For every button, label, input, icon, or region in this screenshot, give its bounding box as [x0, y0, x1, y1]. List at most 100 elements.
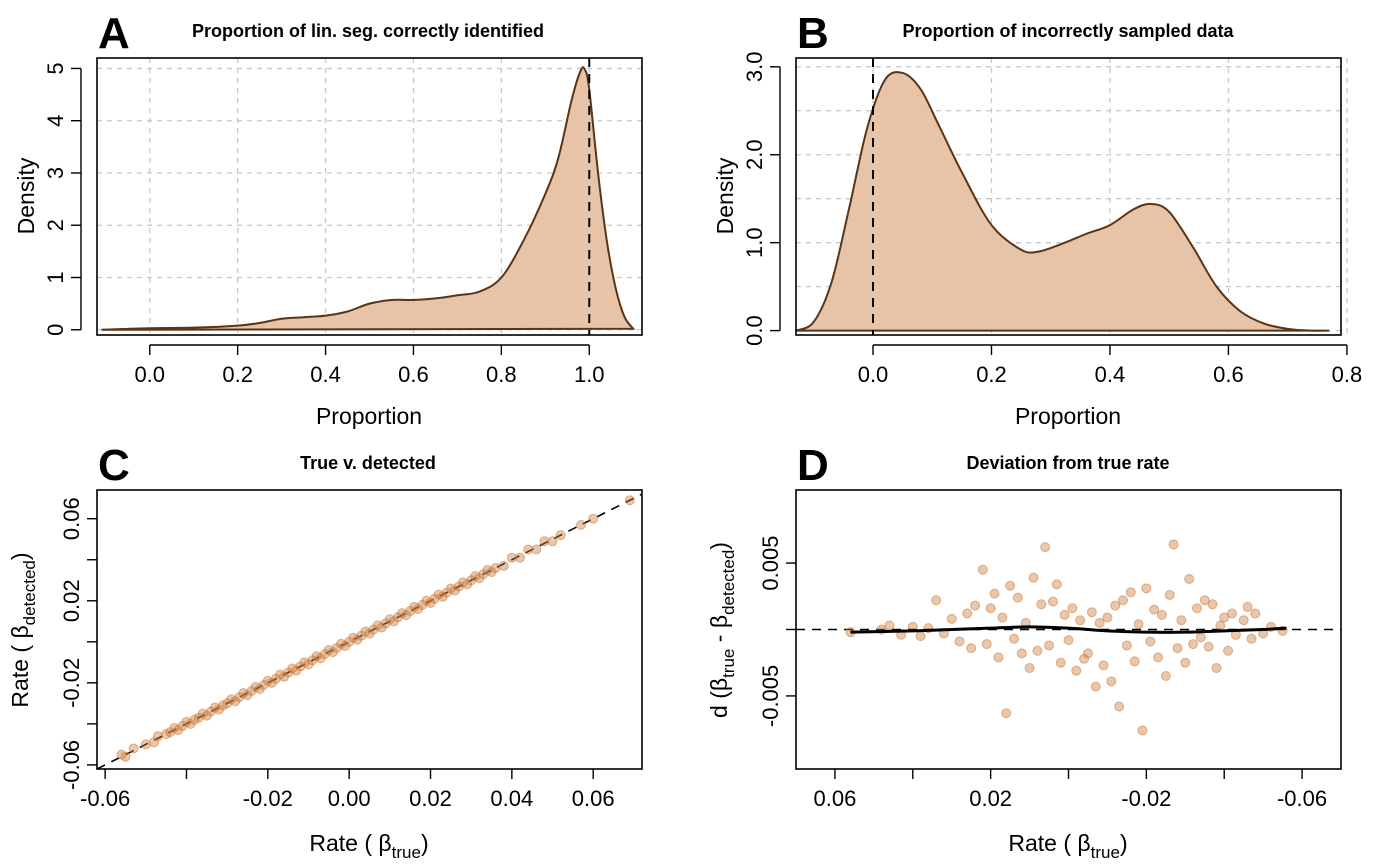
scatter-point-d: [1149, 604, 1160, 615]
scatter-point-d: [1195, 632, 1206, 643]
scatter-point-c: [514, 552, 525, 563]
x-axis-label-d-sub: true: [1091, 843, 1120, 862]
scatter-point-d: [1176, 615, 1187, 626]
scatter-point-c: [153, 731, 164, 742]
y-tick-label-b: 2.0: [742, 139, 767, 170]
x-tick-label-b: 0.8: [1332, 362, 1363, 387]
y-tick-label-b: 0.0: [742, 315, 767, 346]
x-tick-label-c: -0.02: [243, 786, 293, 811]
panel-letter-b: B: [797, 9, 829, 58]
density-curve-b: [795, 71, 1330, 332]
x-tick-label-d: -0.02: [1121, 786, 1171, 811]
scatter-point-d: [884, 620, 895, 631]
x-tick-label-b: 0.6: [1213, 362, 1244, 387]
panel-title-a: Proportion of lin. seg. correctly identi…: [192, 21, 544, 41]
scatter-point-d: [1110, 600, 1121, 611]
scatter-point-d: [989, 588, 1000, 599]
y-axis-label-c-main: Rate (: [7, 639, 33, 708]
scatter-point-d: [1016, 648, 1027, 659]
scatter-point-d: [1106, 676, 1117, 687]
scatter-point-d: [1051, 579, 1062, 590]
scatter-point-c: [624, 495, 635, 506]
y-axis-label-d-sub1: true: [719, 649, 738, 678]
scatter-point-d: [1044, 640, 1055, 651]
density-curve-a: [101, 66, 636, 331]
scatter-point-d: [1160, 671, 1171, 681]
scatter-point-d: [970, 600, 981, 611]
y-tick-label-c: 0.06: [59, 497, 84, 540]
scatter-point-d: [1079, 653, 1090, 664]
smooth-line-d: [850, 625, 1287, 634]
y-tick-label-d: 0.005: [758, 536, 783, 591]
scatter-point-d: [1086, 607, 1097, 618]
scatter-point-c: [490, 562, 501, 573]
scatter-point-d: [946, 613, 957, 624]
x-tick-label-c: 0.06: [572, 786, 615, 811]
scatter-point-d: [1067, 603, 1078, 614]
x-tick-label-a: 0.2: [222, 362, 253, 387]
scatter-point-d: [1141, 583, 1152, 594]
scatter-point-d: [1246, 633, 1257, 644]
x-tick-label-a: 0.4: [310, 362, 341, 387]
y-axis-label-b: Density: [712, 157, 738, 234]
scatter-point-d: [1191, 603, 1202, 614]
y-tick-label-a: 0: [43, 324, 68, 336]
scatter-point-d: [997, 612, 1008, 623]
x-tick-label-d: 0.02: [969, 786, 1012, 811]
y-axis-label-d-close: ): [706, 542, 732, 550]
y-tick-label-c: -0.02: [59, 658, 84, 708]
scatter-point-d: [1114, 701, 1125, 712]
y-axis-label-d-sub2: detected: [719, 550, 738, 615]
panel-title-c: True v. detected: [300, 453, 436, 473]
y-axis-label-d-greek1: β: [706, 678, 732, 691]
x-axis-label-c-main: Rate (: [309, 830, 378, 856]
plot-frame-b: [795, 57, 1342, 336]
scatter-point-d: [1153, 652, 1164, 663]
x-tick-label-c: -0.06: [80, 786, 130, 811]
scatter-point-d: [1047, 596, 1058, 607]
scatter-point-d: [1203, 641, 1214, 652]
axes-c: -0.06 -0.02 0.00 0.02 0.04 0.06 -0.06 -0.02 0.02…: [59, 497, 615, 811]
scatter-point-d: [1133, 619, 1144, 630]
panel-b: B Proportion of incorrectly sampled data…: [712, 9, 1362, 429]
scatter-point-d: [1032, 645, 1043, 656]
y-axis-label-c: Rate ( βdetected): [7, 552, 39, 707]
scatter-point-d: [981, 639, 992, 650]
x-tick-label-b: 0.4: [1095, 362, 1126, 387]
scatter-point-d: [993, 652, 1004, 663]
x-axis-label-d: Rate ( βtrue): [1008, 830, 1127, 862]
y-axis-label-d: d (βtrue - βdetected): [706, 542, 738, 718]
scatter-point-d: [1001, 708, 1012, 719]
scatter-point-c: [120, 751, 131, 762]
scatter-point-d: [1012, 592, 1023, 603]
y-axis-label-a: Density: [13, 157, 39, 234]
panel-letter-c: C: [98, 441, 130, 490]
x-tick-label-a: 1.0: [574, 362, 605, 387]
y-tick-label-b: 3.0: [742, 51, 767, 82]
scatter-point-d: [1184, 574, 1195, 585]
scatter-point-c: [575, 519, 586, 530]
y-tick-label-a: 3: [43, 167, 68, 179]
scatter-point-d: [985, 603, 996, 614]
scatter-point-d: [1009, 633, 1019, 644]
scatter-point-d: [1238, 615, 1249, 626]
x-tick-label-a: 0.8: [486, 362, 517, 387]
x-tick-label-a: 0.6: [398, 362, 429, 387]
scatter-point-d: [1094, 617, 1105, 628]
scatter-point-c: [140, 739, 151, 750]
panel-c: C True v. detected -0.06 -0.02 0.00 0.02 0.0…: [7, 441, 643, 862]
scatter-point-d: [1188, 639, 1199, 650]
scatter-points-d: [845, 539, 1288, 736]
x-tick-label-a: 0.0: [134, 362, 165, 387]
scatter-point-d: [1063, 635, 1074, 646]
scatter-point-d: [1102, 612, 1113, 623]
x-axis-label-d-close: ): [1120, 830, 1128, 856]
x-axis-label-c-close: ): [421, 830, 429, 856]
scatter-point-d: [954, 636, 965, 647]
panel-d: D Deviation from true rate 0.06 0.02 -0.02…: [706, 441, 1342, 862]
scatter-point-d: [1024, 663, 1035, 674]
axes-a: 0.0 0.2 0.4 0.6 0.8 1.0 0 1 2 3 4 5: [43, 62, 605, 387]
scatter-point-c: [531, 544, 542, 555]
x-tick-label-c: 0.00: [328, 786, 371, 811]
y-tick-label-c: 0.02: [59, 579, 84, 622]
